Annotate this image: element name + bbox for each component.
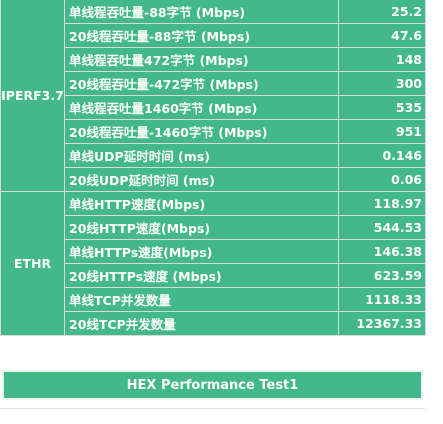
metric-value: 544.53 bbox=[338, 215, 426, 240]
table-row: 单线TCP并发数量 1118.33 bbox=[1, 287, 426, 312]
metric-value: 148 bbox=[338, 47, 426, 72]
metric-label: 20线程吞吐量-472字节 (Mbps) bbox=[64, 71, 339, 96]
table-row: 单线程吞吐量1460字节 (Mbps) 535 bbox=[1, 95, 426, 120]
table-row: 20线UDP延时时间 (ms) 0.06 bbox=[1, 167, 426, 192]
metric-value: 535 bbox=[338, 95, 426, 120]
metric-label: 20线程吞吐量-1460字节 (Mbps) bbox=[64, 119, 339, 144]
metric-label: 单线程吞吐量1460字节 (Mbps) bbox=[64, 95, 339, 120]
footer-title: HEX Performance Test1 bbox=[2, 370, 423, 400]
table-row: ETHR 单线HTTP速度(Mbps) 118.97 bbox=[0, 191, 426, 336]
table-row: IPERF3.7 单线程吞吐量-88字节 (Mbps) 25.2 bbox=[0, 0, 426, 192]
metric-value: 300 bbox=[338, 71, 426, 96]
metric-value: 0.06 bbox=[338, 167, 426, 192]
table-row: 20线HTTPs速度 (Mbps) 623.59 bbox=[1, 263, 426, 288]
metric-label: 单线程吞吐量-88字节 (Mbps) bbox=[64, 0, 339, 24]
metric-value: 1118.33 bbox=[338, 287, 426, 312]
metric-label: 20线TCP并发数量 bbox=[64, 311, 339, 336]
group-label-ethr: ETHR bbox=[0, 191, 65, 336]
metric-value: 951 bbox=[338, 119, 426, 144]
metric-value: 118.97 bbox=[338, 191, 426, 216]
metric-value: 0.146 bbox=[338, 143, 426, 168]
table-row: 20线程吞吐量-1460字节 (Mbps) 951 bbox=[1, 119, 426, 144]
table-row: 20线程吞吐量-88字节 (Mbps) 47.6 bbox=[1, 23, 426, 48]
table-row: 20线程吞吐量-472字节 (Mbps) 300 bbox=[1, 71, 426, 96]
table-row: 20线HTTP速度(Mbps) 544.53 bbox=[1, 215, 426, 240]
bottom-divider bbox=[0, 408, 425, 409]
table-row: 20线TCP并发数量 12367.33 bbox=[1, 311, 426, 336]
metric-label: 20线程吞吐量-88字节 (Mbps) bbox=[64, 23, 339, 48]
table-row: 单线HTTPs速度(Mbps) 146.38 bbox=[1, 239, 426, 264]
metric-label: 单线HTTP速度(Mbps) bbox=[64, 191, 339, 216]
metric-value: 623.59 bbox=[338, 263, 426, 288]
metric-value: 47.6 bbox=[338, 23, 426, 48]
group-label-iperf: IPERF3.7 bbox=[0, 0, 65, 192]
metric-label: 单线TCP并发数量 bbox=[64, 287, 339, 312]
metric-label: 20线HTTP速度(Mbps) bbox=[64, 215, 339, 240]
table-row: 单线程吞吐量472字节 (Mbps) 148 bbox=[1, 47, 426, 72]
metric-label: 单线程吞吐量472字节 (Mbps) bbox=[64, 47, 339, 72]
metric-label: 单线HTTPs速度(Mbps) bbox=[64, 239, 339, 264]
metric-label: 20线HTTPs速度 (Mbps) bbox=[64, 263, 339, 288]
metric-value: 146.38 bbox=[338, 239, 426, 264]
table-row: 单线UDP延时时间 (ms) 0.146 bbox=[1, 143, 426, 168]
performance-table: IPERF3.7 单线程吞吐量-88字节 (Mbps) 25.2 20线程吞吐量… bbox=[0, 0, 426, 336]
metric-value: 25.2 bbox=[338, 0, 426, 24]
metric-label: 单线UDP延时时间 (ms) bbox=[64, 143, 339, 168]
metric-value: 12367.33 bbox=[338, 311, 426, 336]
metric-label: 20线UDP延时时间 (ms) bbox=[64, 167, 339, 192]
